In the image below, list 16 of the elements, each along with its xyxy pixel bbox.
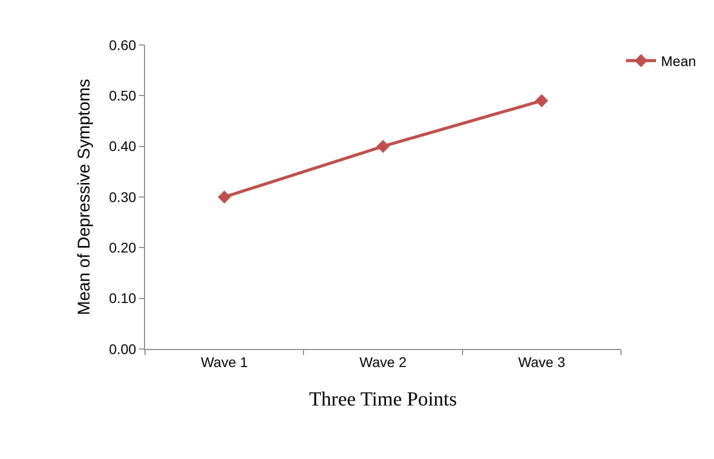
point bbox=[218, 190, 231, 204]
y-tick-label: 0.50 bbox=[108, 88, 136, 104]
x-axis-title: Three Time Points bbox=[309, 388, 458, 410]
y-tick-label: 0.10 bbox=[108, 290, 136, 306]
y-tick-label: 0.40 bbox=[108, 138, 136, 154]
x-tick-label: Wave 3 bbox=[518, 354, 566, 370]
y-tick-label: 0.60 bbox=[108, 36, 136, 53]
point bbox=[535, 94, 548, 108]
x-tick-label: Wave 2 bbox=[360, 354, 407, 370]
y-tick-label: 0.00 bbox=[108, 340, 136, 357]
point bbox=[376, 140, 390, 153]
y-axis-title: Mean of Depressive Symptoms bbox=[74, 78, 94, 316]
y-tick-label: 0.20 bbox=[108, 240, 136, 256]
y-tick-label: 0.30 bbox=[108, 188, 136, 205]
x-tick-label: Wave 1 bbox=[200, 354, 248, 370]
legend-label: Mean bbox=[661, 53, 696, 70]
